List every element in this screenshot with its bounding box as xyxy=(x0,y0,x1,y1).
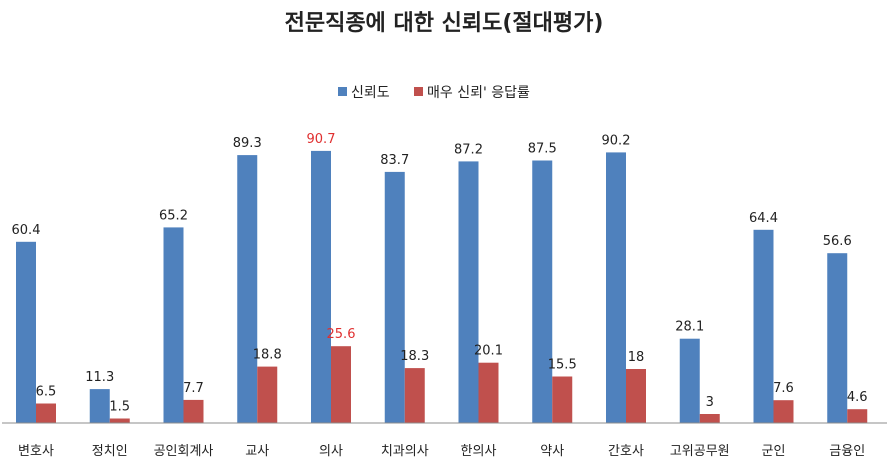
bar-very-trust-11 xyxy=(847,409,868,423)
value-label-trust-4: 90.7 xyxy=(307,132,336,147)
value-label-very-trust-11: 4.6 xyxy=(847,390,868,405)
category-label-2: 공인회계사 xyxy=(154,444,214,459)
bar-trust-11 xyxy=(827,253,848,423)
legend-swatch-very-trust xyxy=(414,87,423,96)
value-labels: 60.4 6.5 11.3 1.5 65.2 7.7 89.3 18.8 90.7 25.6 83.… xyxy=(12,132,868,415)
category-label-6: 한의사 xyxy=(461,444,497,459)
bar-trust-0 xyxy=(16,241,36,423)
value-label-very-trust-1: 1.5 xyxy=(109,400,130,415)
bar-trust-8 xyxy=(606,152,626,423)
legend-label-trust: 신뢰도 xyxy=(351,85,390,101)
value-label-very-trust-10: 7.6 xyxy=(773,381,794,396)
bars xyxy=(16,150,868,423)
legend-label-very-trust: 매우 신뢰' 응답률 xyxy=(427,85,530,101)
value-label-very-trust-7: 15.5 xyxy=(548,358,577,373)
value-label-trust-8: 90.2 xyxy=(602,133,631,148)
bar-trust-5 xyxy=(384,171,405,423)
bar-very-trust-4 xyxy=(331,346,351,423)
value-label-trust-6: 87.2 xyxy=(454,142,483,157)
bar-trust-4 xyxy=(311,150,331,423)
category-label-10: 군인 xyxy=(762,444,786,459)
bar-trust-7 xyxy=(532,160,553,423)
category-label-1: 정치인 xyxy=(92,444,128,459)
category-label-4: 의사 xyxy=(319,444,343,459)
value-label-very-trust-5: 18.3 xyxy=(400,349,429,364)
category-label-0: 변호사 xyxy=(18,444,54,459)
value-label-trust-11: 56.6 xyxy=(823,234,852,249)
bar-very-trust-6 xyxy=(478,362,499,423)
category-label-3: 교사 xyxy=(245,444,269,459)
bar-very-trust-8 xyxy=(626,369,646,423)
value-label-very-trust-9: 3 xyxy=(706,395,714,410)
chart-title: 전문직종에 대한 신뢰도(절대평가) xyxy=(285,11,604,36)
value-label-trust-5: 83.7 xyxy=(380,153,409,168)
value-label-trust-9: 28.1 xyxy=(675,320,704,335)
category-label-5: 치과의사 xyxy=(381,444,429,459)
bar-trust-3 xyxy=(237,155,258,423)
value-label-trust-3: 89.3 xyxy=(233,136,262,151)
category-label-11: 금융인 xyxy=(829,444,865,459)
bar-very-trust-5 xyxy=(404,368,425,423)
value-label-trust-0: 60.4 xyxy=(12,223,41,238)
value-label-trust-1: 11.3 xyxy=(85,370,114,385)
category-label-9: 고위공무원 xyxy=(670,444,730,459)
bar-trust-9 xyxy=(679,338,700,423)
bar-very-trust-3 xyxy=(257,366,278,423)
legend-swatch-trust xyxy=(338,87,347,96)
value-label-very-trust-2: 7.7 xyxy=(183,381,204,396)
value-label-trust-10: 64.4 xyxy=(749,211,778,226)
category-label-7: 약사 xyxy=(540,444,564,459)
category-labels: 변호사 정치인 공인회계사 교사 의사 치과의사 한의사 약사 간호사 고위공무원 군인 금융인 xyxy=(18,444,865,459)
value-label-very-trust-3: 18.8 xyxy=(253,348,282,363)
bar-very-trust-0 xyxy=(36,403,56,423)
value-label-very-trust-0: 6.5 xyxy=(36,385,57,400)
bar-trust-6 xyxy=(458,161,479,423)
value-label-trust-7: 87.5 xyxy=(528,142,557,157)
bar-trust-10 xyxy=(753,229,774,423)
value-label-very-trust-6: 20.1 xyxy=(474,344,503,359)
bar-trust-2 xyxy=(163,227,184,423)
bar-very-trust-9 xyxy=(699,414,720,423)
value-label-trust-2: 65.2 xyxy=(159,208,188,223)
bar-trust-1 xyxy=(89,389,110,423)
bar-very-trust-10 xyxy=(773,400,794,423)
bar-very-trust-2 xyxy=(183,399,204,423)
legend: 신뢰도 매우 신뢰' 응답률 xyxy=(338,85,530,101)
value-label-very-trust-8: 18 xyxy=(628,350,645,365)
bar-very-trust-7 xyxy=(552,376,573,423)
category-label-8: 간호사 xyxy=(608,444,644,459)
value-label-very-trust-4: 25.6 xyxy=(327,327,356,342)
bar-very-trust-1 xyxy=(109,418,130,423)
